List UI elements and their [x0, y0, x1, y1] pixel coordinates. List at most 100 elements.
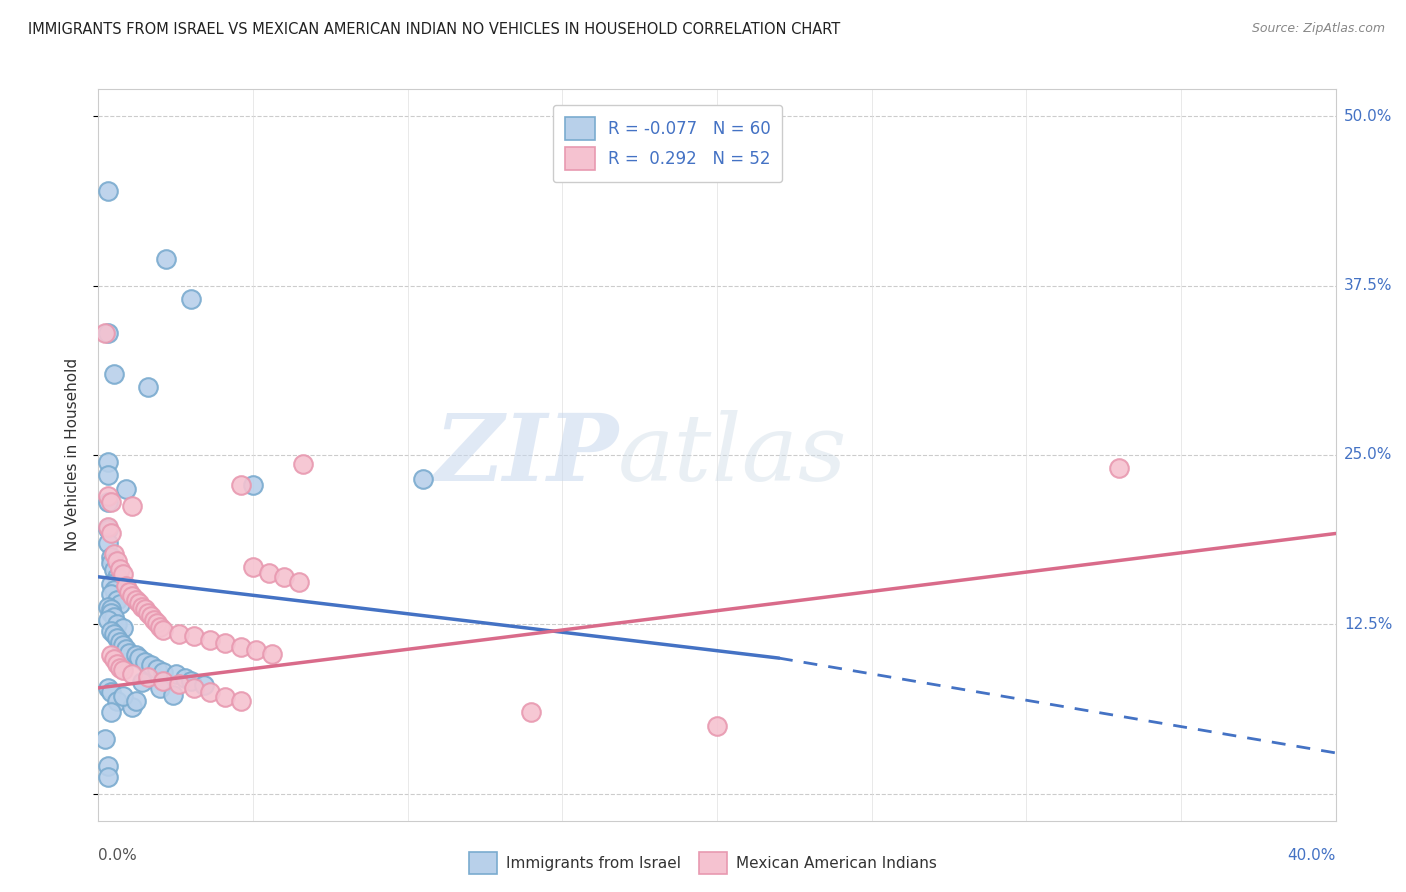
Point — [97, 326, 120, 340]
Text: 25.0%: 25.0% — [1344, 448, 1392, 462]
Point — [136, 670, 159, 684]
Point — [100, 706, 122, 720]
Point — [97, 519, 120, 533]
Point — [108, 597, 131, 611]
Point — [97, 536, 120, 550]
Point — [149, 620, 172, 634]
Text: 50.0%: 50.0% — [1344, 109, 1392, 124]
Point — [115, 579, 138, 593]
Point — [146, 615, 169, 630]
Point — [100, 587, 122, 601]
Point — [103, 652, 125, 666]
Point — [1108, 461, 1130, 475]
Point — [97, 184, 120, 198]
Point — [273, 570, 295, 584]
Point — [103, 547, 125, 561]
Point — [100, 495, 122, 509]
Point — [214, 636, 236, 650]
Point — [706, 719, 728, 733]
Point — [108, 660, 131, 674]
Point — [105, 694, 128, 708]
Point — [112, 567, 135, 582]
Point — [118, 584, 141, 599]
Point — [229, 477, 252, 491]
Point — [100, 685, 122, 699]
Point — [124, 694, 146, 708]
Point — [152, 665, 174, 679]
Point — [146, 662, 169, 676]
Point — [97, 599, 120, 614]
Point — [112, 621, 135, 635]
Point — [288, 575, 311, 590]
Point — [105, 570, 128, 584]
Point — [93, 326, 115, 340]
Point — [229, 694, 252, 708]
Point — [100, 602, 122, 616]
Point — [108, 635, 131, 649]
Point — [105, 553, 128, 567]
Point — [105, 657, 128, 671]
Point — [198, 685, 221, 699]
Point — [149, 681, 172, 695]
Point — [180, 292, 202, 306]
Point — [245, 643, 267, 657]
Point — [97, 455, 120, 469]
Point — [112, 663, 135, 677]
Point — [121, 667, 143, 681]
Text: ZIP: ZIP — [434, 410, 619, 500]
Point — [167, 677, 190, 691]
Point — [128, 651, 150, 665]
Point — [260, 647, 283, 661]
Point — [121, 699, 143, 714]
Point — [105, 592, 128, 607]
Legend: Immigrants from Israel, Mexican American Indians: Immigrants from Israel, Mexican American… — [463, 846, 943, 880]
Point — [115, 482, 138, 496]
Point — [100, 549, 122, 564]
Point — [97, 468, 120, 483]
Point — [100, 648, 122, 663]
Point — [97, 681, 120, 695]
Point — [143, 613, 166, 627]
Point — [103, 367, 125, 381]
Text: IMMIGRANTS FROM ISRAEL VS MEXICAN AMERICAN INDIAN NO VEHICLES IN HOUSEHOLD CORRE: IMMIGRANTS FROM ISRAEL VS MEXICAN AMERIC… — [28, 22, 841, 37]
Text: 0.0%: 0.0% — [98, 848, 138, 863]
Point — [105, 631, 128, 645]
Point — [105, 617, 128, 632]
Point — [174, 672, 197, 686]
Text: 40.0%: 40.0% — [1288, 848, 1336, 863]
Point — [103, 583, 125, 598]
Point — [152, 623, 174, 637]
Point — [167, 626, 190, 640]
Text: Source: ZipAtlas.com: Source: ZipAtlas.com — [1251, 22, 1385, 36]
Point — [291, 458, 314, 472]
Point — [180, 674, 202, 689]
Point — [97, 613, 120, 627]
Point — [131, 599, 153, 614]
Point — [97, 495, 120, 509]
Point — [198, 633, 221, 648]
Point — [100, 576, 122, 591]
Point — [121, 589, 143, 603]
Legend: R = -0.077   N = 60, R =  0.292   N = 52: R = -0.077 N = 60, R = 0.292 N = 52 — [553, 105, 782, 182]
Point — [520, 706, 543, 720]
Point — [134, 602, 156, 616]
Point — [193, 678, 215, 692]
Point — [97, 770, 120, 784]
Point — [100, 607, 122, 621]
Y-axis label: No Vehicles in Household: No Vehicles in Household — [65, 359, 80, 551]
Point — [155, 252, 177, 266]
Point — [115, 641, 138, 656]
Point — [103, 563, 125, 577]
Point — [97, 523, 120, 537]
Point — [412, 472, 434, 486]
Point — [242, 560, 264, 574]
Text: atlas: atlas — [619, 410, 848, 500]
Point — [183, 681, 205, 695]
Point — [97, 759, 120, 773]
Point — [100, 556, 122, 570]
Point — [165, 667, 187, 681]
Point — [229, 640, 252, 655]
Point — [152, 674, 174, 689]
Point — [242, 477, 264, 491]
Point — [121, 500, 143, 514]
